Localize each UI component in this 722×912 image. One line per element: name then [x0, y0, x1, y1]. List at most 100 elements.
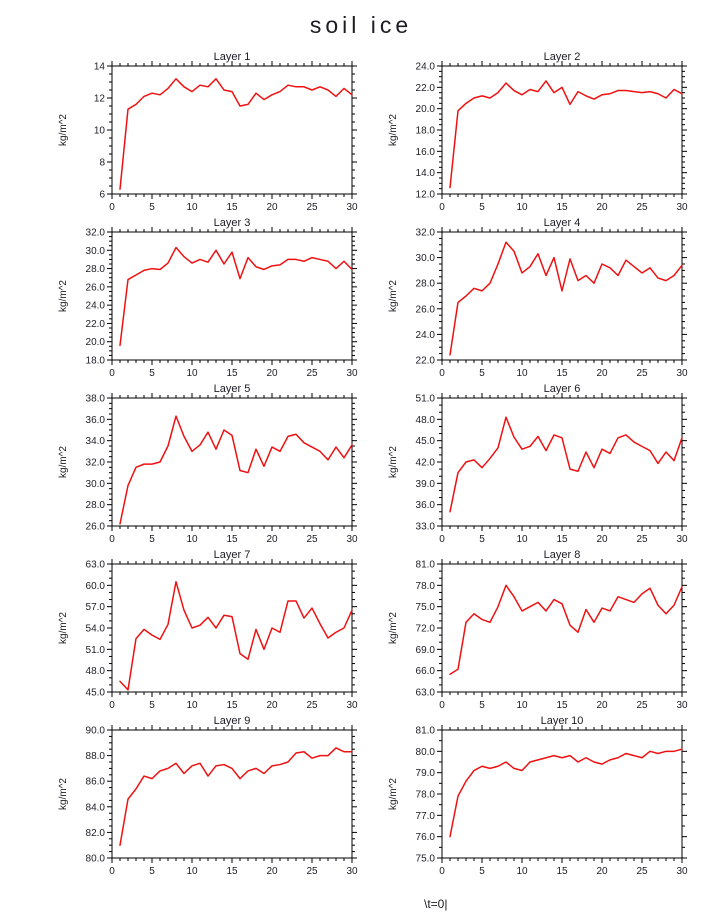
- tick-labels: 0 5 10 15 20 25 30 6 8 10 12 14: [94, 62, 358, 214]
- y-tick-label: 24.0: [416, 330, 436, 341]
- chart-panel-layer-10: Layer 10 kg/m^2 0 5 10 15 20 25 30 75.0 76.0 77.0 78…: [382, 714, 712, 880]
- tick-labels: 0 5 10 15 20 25 30 63.0 66.0 69.0 72.0 75.0 78.0 81.0: [416, 560, 688, 712]
- y-tick-label: 66.0: [416, 666, 436, 677]
- x-tick-label: 25: [306, 866, 318, 877]
- y-axis-label: kg/m^2: [58, 446, 69, 478]
- x-tick-label: 15: [226, 202, 238, 213]
- x-tick-label: 20: [266, 700, 278, 711]
- plot-box: [441, 231, 683, 361]
- axis-ticks: [437, 61, 687, 199]
- chart-panel-layer-6: Layer 6 kg/m^2 0 5 10 15 20 25 30 33.0 36.0 39.0 42.…: [382, 382, 712, 548]
- axis-ticks: [437, 725, 687, 863]
- axis-ticks: [437, 393, 687, 531]
- y-tick-label: 10: [94, 126, 106, 137]
- x-tick-label: 10: [516, 368, 528, 379]
- plot-box: [111, 729, 353, 859]
- x-tick-label: 0: [109, 534, 115, 545]
- y-tick-label: 45.0: [86, 688, 106, 699]
- x-tick-label: 0: [109, 368, 115, 379]
- y-tick-label: 33.0: [416, 522, 436, 533]
- x-tick-label: 10: [186, 534, 198, 545]
- x-tick-label: 5: [149, 202, 155, 213]
- y-axis-label: kg/m^2: [388, 446, 399, 478]
- x-tick-label: 30: [346, 700, 358, 711]
- chart-title: Layer 7: [214, 549, 251, 561]
- x-tick-label: 20: [266, 368, 278, 379]
- x-tick-label: 20: [596, 534, 608, 545]
- chart-panel-layer-9: Layer 9 kg/m^2 0 5 10 15 20 25 30 80.0 82.0 84.0 86.…: [52, 714, 382, 880]
- y-tick-label: 34.0: [86, 436, 106, 447]
- x-tick-label: 5: [149, 368, 155, 379]
- x-tick-label: 20: [596, 700, 608, 711]
- chart-panel-layer-2: Layer 2 kg/m^2 0 5 10 15 20 25 30 12.0 14.0 16.0 18.…: [382, 50, 712, 216]
- y-axis-label: kg/m^2: [388, 778, 399, 810]
- plot-box: [441, 397, 683, 527]
- x-tick-label: 25: [636, 866, 648, 877]
- y-tick-label: 72.0: [416, 624, 436, 635]
- y-tick-label: 26.0: [86, 282, 106, 293]
- y-tick-label: 60.0: [86, 581, 106, 592]
- y-tick-label: 12: [94, 94, 106, 105]
- axis-ticks: [107, 61, 357, 199]
- x-tick-label: 15: [226, 534, 238, 545]
- x-tick-label: 15: [226, 700, 238, 711]
- y-tick-label: 82.0: [86, 828, 106, 839]
- chart-title: Layer 6: [544, 383, 581, 395]
- chart-svg-layer-9: Layer 9 kg/m^2 0 5 10 15 20 25 30 80.0 82.0 84.0 86.…: [58, 715, 358, 877]
- y-tick-label: 22.0: [416, 83, 436, 94]
- y-tick-label: 78.0: [416, 581, 436, 592]
- footer-partial-text: \t=0|: [424, 897, 448, 911]
- y-tick-label: 45.0: [416, 436, 436, 447]
- y-tick-label: 36.0: [86, 415, 106, 426]
- y-tick-label: 88.0: [86, 751, 106, 762]
- y-tick-label: 28.0: [86, 500, 106, 511]
- x-tick-label: 0: [439, 700, 445, 711]
- x-tick-label: 25: [306, 368, 318, 379]
- x-tick-label: 15: [226, 866, 238, 877]
- x-tick-label: 0: [109, 866, 115, 877]
- axis-ticks: [107, 393, 357, 531]
- plot-box: [441, 65, 683, 195]
- y-tick-label: 84.0: [86, 802, 106, 813]
- x-tick-label: 5: [479, 534, 485, 545]
- x-tick-label: 30: [346, 368, 358, 379]
- chart-svg-layer-8: Layer 8 kg/m^2 0 5 10 15 20 25 30 63.0 66.0 69.0 72.…: [388, 549, 688, 712]
- x-tick-label: 30: [346, 202, 358, 213]
- x-tick-label: 10: [516, 866, 528, 877]
- y-tick-label: 18.0: [86, 356, 106, 367]
- chart-svg-layer-10: Layer 10 kg/m^2 0 5 10 15 20 25 30 75.0 76.0 77.0 78…: [388, 715, 688, 877]
- x-tick-label: 15: [226, 368, 238, 379]
- y-tick-label: 14: [94, 62, 106, 73]
- y-tick-label: 32.0: [86, 228, 106, 239]
- x-tick-label: 5: [149, 534, 155, 545]
- x-tick-label: 30: [676, 368, 688, 379]
- y-tick-label: 8: [99, 158, 105, 169]
- y-tick-label: 22.0: [416, 356, 436, 367]
- y-tick-label: 6: [99, 190, 105, 201]
- y-tick-label: 80.0: [86, 854, 106, 865]
- y-tick-label: 32.0: [416, 228, 436, 239]
- y-tick-label: 51.0: [86, 645, 106, 656]
- y-tick-label: 57.0: [86, 602, 106, 613]
- y-tick-label: 22.0: [86, 319, 106, 330]
- x-tick-label: 10: [186, 866, 198, 877]
- x-tick-label: 20: [266, 534, 278, 545]
- axis-ticks: [107, 559, 357, 697]
- x-tick-label: 0: [109, 700, 115, 711]
- y-tick-label: 48.0: [416, 415, 436, 426]
- series-line: [449, 748, 683, 838]
- x-tick-label: 30: [676, 202, 688, 213]
- y-tick-label: 51.0: [416, 394, 436, 405]
- chart-svg-layer-5: Layer 5 kg/m^2 0 5 10 15 20 25 30 26.0 28.0 30.0 32.…: [58, 383, 358, 545]
- series-line: [449, 416, 683, 513]
- y-tick-label: 16.0: [416, 147, 436, 158]
- x-tick-label: 15: [556, 202, 568, 213]
- y-tick-label: 26.0: [416, 304, 436, 315]
- y-tick-label: 77.0: [416, 811, 436, 822]
- y-tick-label: 42.0: [416, 458, 436, 469]
- x-tick-label: 5: [479, 202, 485, 213]
- x-tick-label: 20: [266, 202, 278, 213]
- chart-title: Layer 9: [214, 715, 251, 727]
- y-tick-label: 54.0: [86, 624, 106, 635]
